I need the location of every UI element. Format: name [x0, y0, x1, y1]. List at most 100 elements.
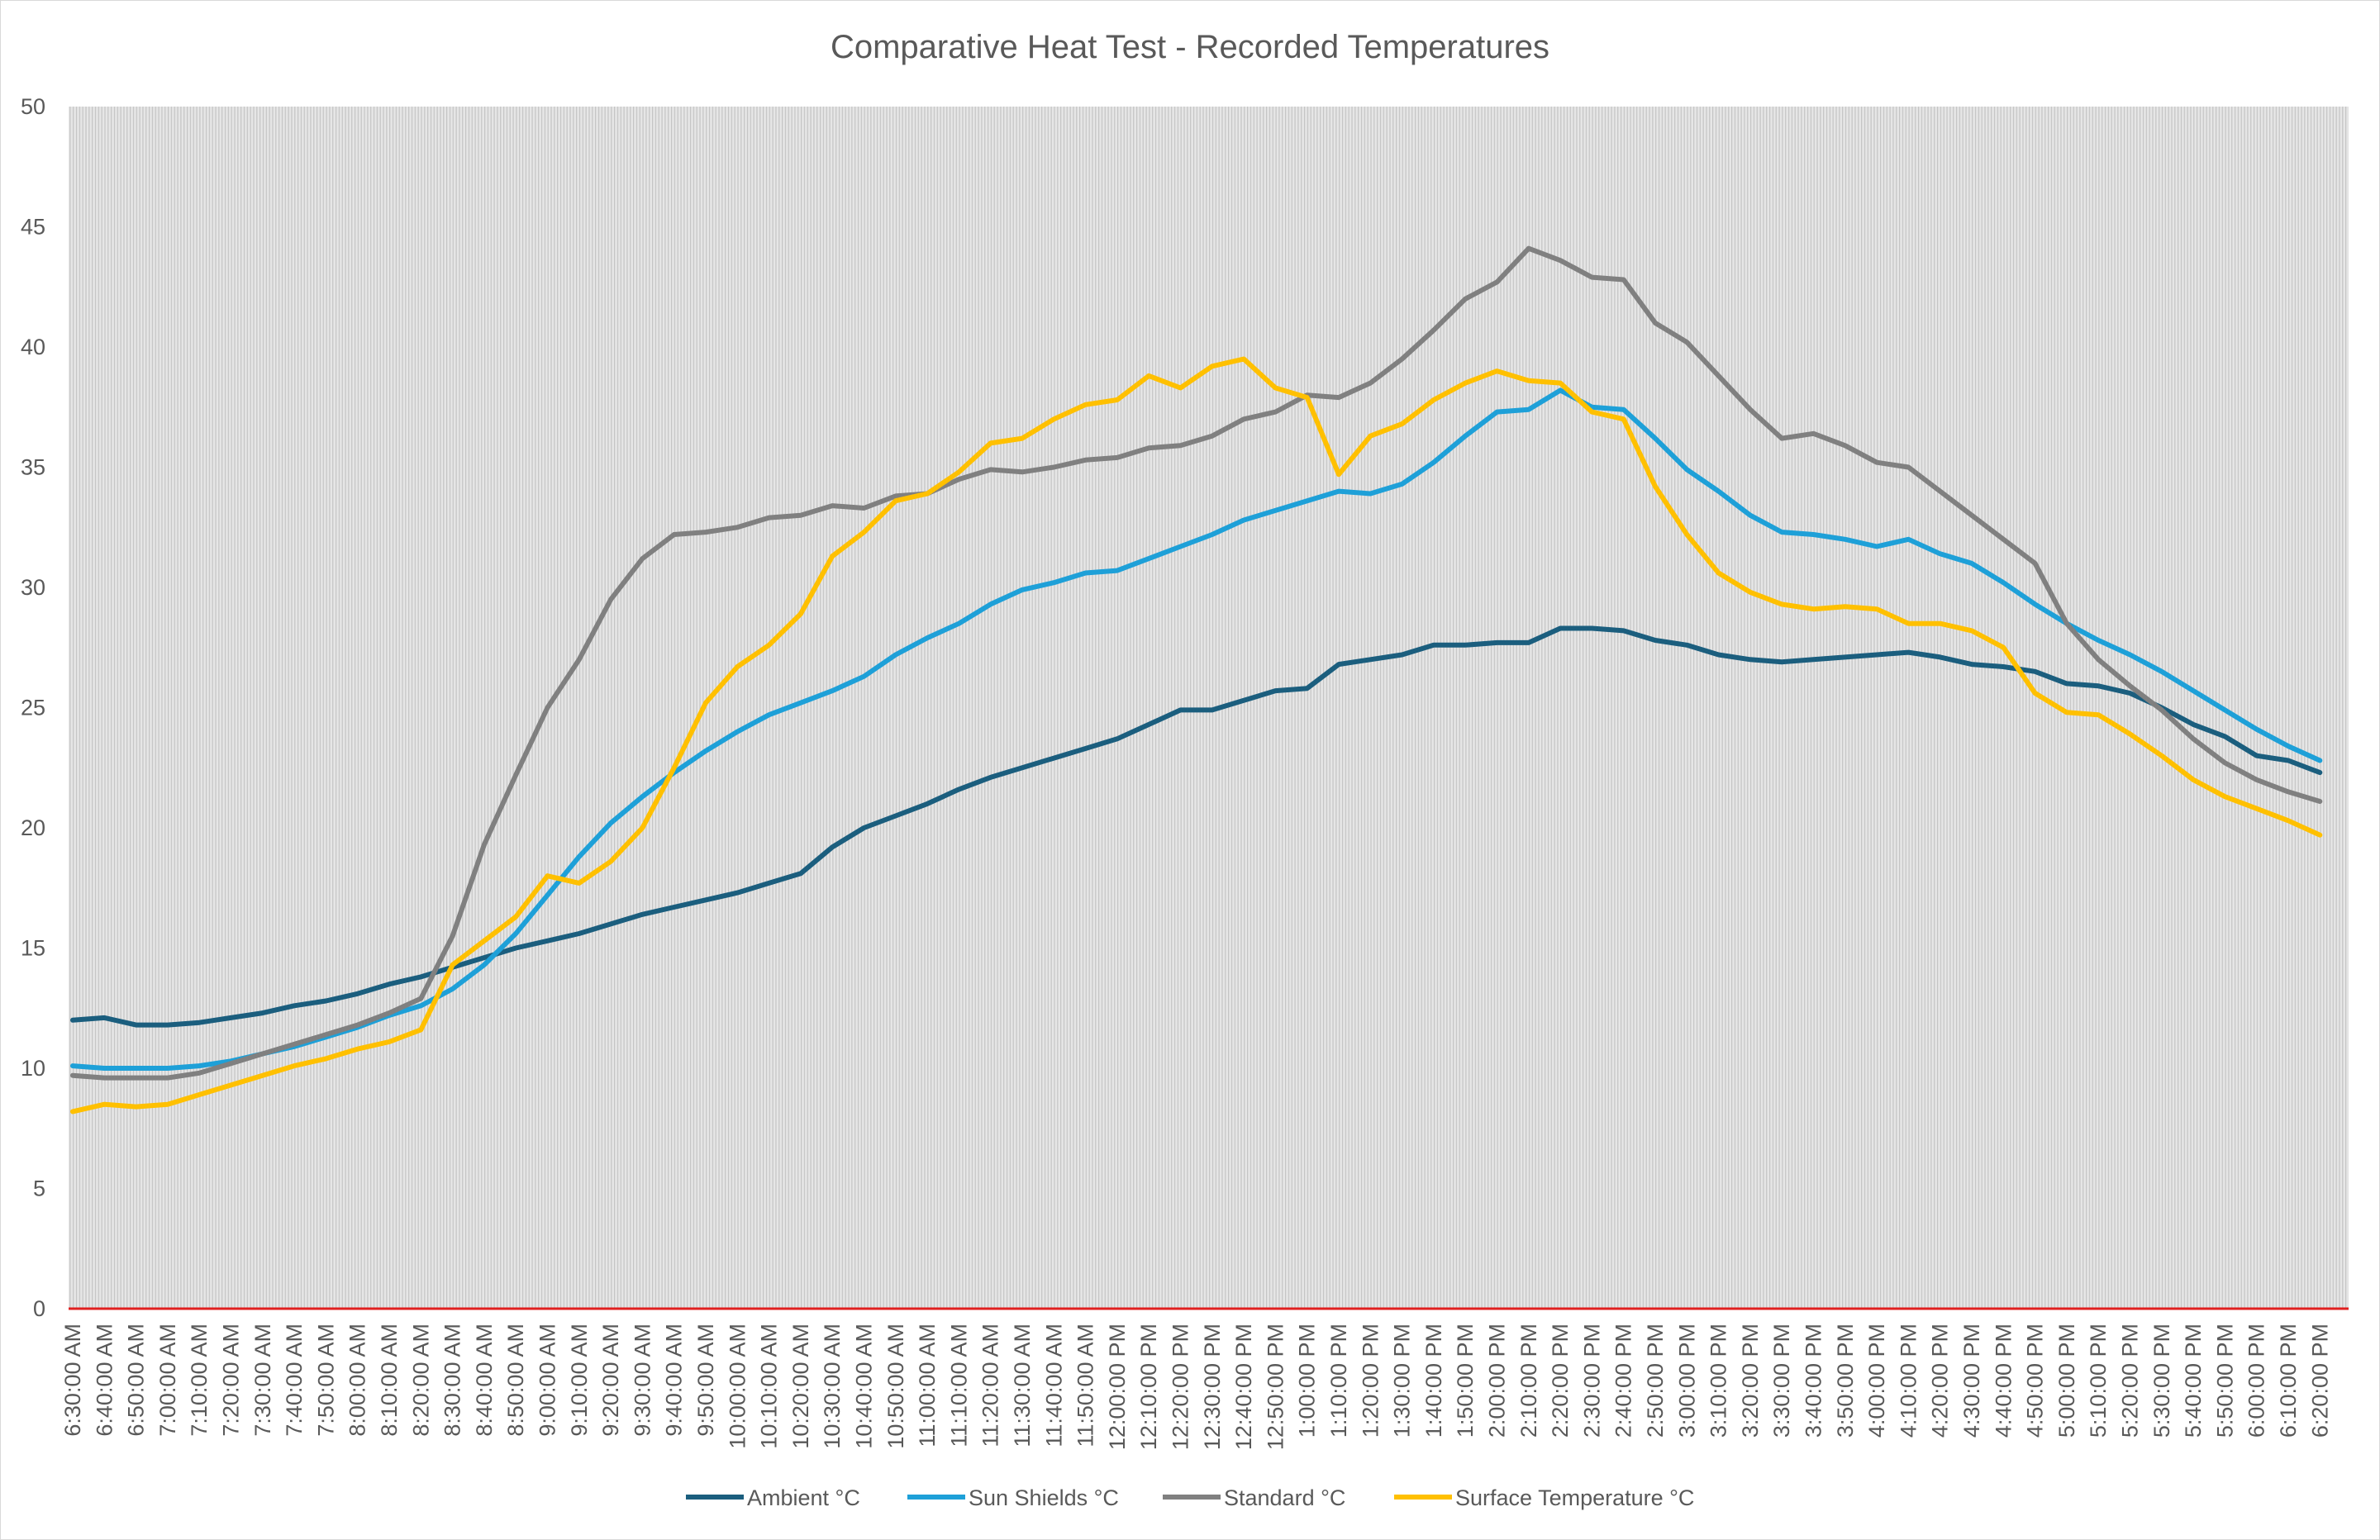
x-tick-label: 2:20:00 PM: [1548, 1324, 1573, 1438]
x-tick-label: 3:40:00 PM: [1802, 1324, 1826, 1438]
legend-label: Surface Temperature °C: [1455, 1485, 1694, 1510]
chart-title: Comparative Heat Test - Recorded Tempera…: [831, 29, 1549, 65]
x-tick-label: 11:00:00 AM: [915, 1324, 940, 1447]
series-line-3: [70, 356, 2323, 1115]
x-tick-label: 9:00:00 AM: [536, 1324, 560, 1437]
x-tick-label: 9:10:00 AM: [567, 1324, 592, 1437]
x-tick-label: 3:20:00 PM: [1738, 1324, 1763, 1438]
x-axis: 6:30:00 AM 6:40:00 AM 6:50:00 AM 7:00:00 AM…: [60, 1324, 2332, 1450]
x-tick-label: 6:50:00 AM: [124, 1324, 149, 1437]
y-tick-label: 20: [21, 815, 45, 840]
x-tick-label: 2:00:00 PM: [1485, 1324, 1510, 1438]
x-tick-label: 6:00:00 PM: [2244, 1324, 2269, 1438]
x-tick-label: 8:00:00 AM: [345, 1324, 370, 1437]
x-tick-label: 5:20:00 PM: [2118, 1324, 2143, 1438]
x-tick-label: 8:20:00 AM: [408, 1324, 433, 1437]
x-tick-label: 8:30:00 AM: [440, 1324, 465, 1437]
x-tick-label: 11:50:00 AM: [1073, 1324, 1098, 1447]
x-tick-label: 12:30:00 PM: [1200, 1324, 1225, 1450]
y-tick-label: 0: [33, 1296, 45, 1321]
y-tick-label: 30: [21, 575, 45, 600]
x-tick-label: 12:40:00 PM: [1231, 1324, 1256, 1450]
x-tick-label: 8:10:00 AM: [377, 1324, 402, 1437]
x-tick-label: 1:10:00 PM: [1326, 1324, 1351, 1438]
x-tick-label: 9:20:00 AM: [598, 1324, 623, 1437]
x-tick-label: 8:50:00 AM: [503, 1324, 528, 1437]
x-tick-label: 7:40:00 AM: [282, 1324, 307, 1437]
x-tick-label: 1:50:00 PM: [1453, 1324, 1478, 1438]
x-tick-label: 11:20:00 AM: [978, 1324, 1003, 1447]
x-tick-label: 9:30:00 AM: [630, 1324, 654, 1437]
x-tick-label: 12:20:00 PM: [1169, 1324, 1193, 1450]
series-lines: [70, 245, 2323, 1115]
legend-item: Standard °C: [1163, 1485, 1345, 1510]
x-tick-label: 12:00:00 PM: [1105, 1324, 1130, 1450]
x-tick-label: 3:50:00 PM: [1833, 1324, 1858, 1438]
y-tick-label: 15: [21, 936, 45, 961]
legend-item: Ambient °C: [686, 1485, 860, 1510]
x-tick-label: 6:10:00 PM: [2276, 1324, 2301, 1438]
x-tick-label: 7:10:00 AM: [187, 1324, 212, 1437]
x-tick-label: 2:50:00 PM: [1643, 1324, 1668, 1438]
x-tick-label: 10:10:00 AM: [757, 1324, 782, 1449]
x-tick-label: 6:30:00 AM: [60, 1324, 85, 1437]
x-tick-label: 10:40:00 AM: [852, 1324, 877, 1449]
x-tick-label: 12:10:00 PM: [1136, 1324, 1161, 1450]
y-tick-label: 40: [21, 335, 45, 359]
legend-label: Ambient °C: [747, 1485, 860, 1510]
x-tick-label: 1:40:00 PM: [1421, 1324, 1446, 1438]
x-tick-label: 9:50:00 AM: [693, 1324, 718, 1437]
x-tick-label: 4:00:00 PM: [1864, 1324, 1889, 1438]
x-tick-label: 1:00:00 PM: [1295, 1324, 1320, 1438]
x-tick-label: 1:20:00 PM: [1358, 1324, 1383, 1438]
x-tick-label: 8:40:00 AM: [472, 1324, 497, 1437]
x-tick-label: 9:40:00 AM: [662, 1324, 687, 1437]
x-tick-label: 11:10:00 AM: [946, 1324, 971, 1447]
x-tick-label: 5:40:00 PM: [2181, 1324, 2206, 1438]
legend-label: Sun Shields °C: [969, 1485, 1119, 1510]
y-tick-label: 25: [21, 696, 45, 720]
y-tick-label: 45: [21, 215, 45, 240]
x-tick-label: 10:30:00 AM: [820, 1324, 845, 1449]
x-tick-label: 5:00:00 PM: [2054, 1324, 2079, 1438]
x-tick-label: 10:20:00 AM: [788, 1324, 813, 1449]
legend-item: Sun Shields °C: [907, 1485, 1119, 1510]
x-tick-label: 7:30:00 AM: [250, 1324, 275, 1437]
legend-label: Standard °C: [1224, 1485, 1345, 1510]
y-tick-label: 35: [21, 455, 45, 480]
x-tick-label: 11:40:00 AM: [1041, 1324, 1066, 1447]
x-tick-label: 4:10:00 PM: [1896, 1324, 1921, 1438]
x-tick-label: 4:40:00 PM: [1991, 1324, 2016, 1438]
x-tick-label: 1:30:00 PM: [1390, 1324, 1415, 1438]
series-line-2: [70, 245, 2323, 1081]
series-line-0: [70, 625, 2323, 1028]
legend-item: Surface Temperature °C: [1394, 1485, 1694, 1510]
series-line-1: [70, 387, 2323, 1071]
x-tick-label: 4:20:00 PM: [1928, 1324, 1953, 1438]
x-tick-label: 4:50:00 PM: [2023, 1324, 2048, 1438]
x-tick-label: 3:10:00 PM: [1706, 1324, 1731, 1438]
y-tick-label: 50: [21, 94, 45, 119]
x-tick-label: 7:20:00 AM: [219, 1324, 244, 1437]
x-tick-label: 5:10:00 PM: [2086, 1324, 2111, 1438]
legend: Ambient °C Sun Shields °C Standard °C Surfa…: [686, 1485, 1694, 1510]
x-tick-label: 5:50:00 PM: [2212, 1324, 2237, 1438]
x-tick-label: 7:50:00 AM: [313, 1324, 338, 1437]
x-tick-label: 7:00:00 AM: [155, 1324, 180, 1437]
x-tick-label: 3:00:00 PM: [1674, 1324, 1699, 1438]
x-tick-label: 2:40:00 PM: [1611, 1324, 1636, 1438]
x-tick-label: 10:50:00 AM: [883, 1324, 908, 1449]
x-tick-label: 5:30:00 PM: [2149, 1324, 2174, 1438]
x-tick-label: 6:20:00 PM: [2307, 1324, 2332, 1438]
y-axis: 0 5 10 15 20 25 30 35 40 45 50: [21, 94, 45, 1321]
x-tick-label: 3:30:00 PM: [1769, 1324, 1794, 1438]
y-tick-label: 5: [33, 1176, 45, 1201]
x-tick-label: 12:50:00 PM: [1263, 1324, 1288, 1450]
x-tick-label: 11:30:00 AM: [1010, 1324, 1035, 1447]
x-tick-label: 10:00:00 AM: [725, 1324, 750, 1449]
x-tick-label: 2:30:00 PM: [1579, 1324, 1604, 1438]
x-tick-label: 2:10:00 PM: [1516, 1324, 1541, 1438]
x-tick-label: 6:40:00 AM: [92, 1324, 117, 1437]
y-tick-label: 10: [21, 1056, 45, 1081]
